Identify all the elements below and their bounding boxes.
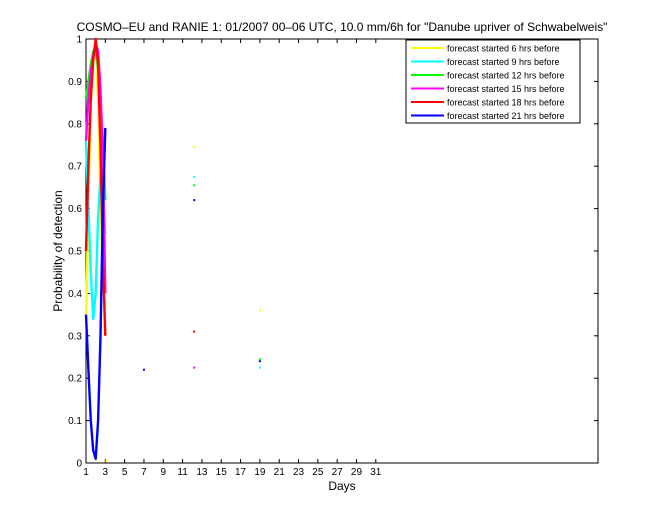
x-tick-label: 21 xyxy=(274,467,286,478)
legend-entry-label: forecast started 21 hrs before xyxy=(447,111,565,121)
x-tick-label: 11 xyxy=(177,467,188,478)
y-tick-label: 0.7 xyxy=(68,162,82,173)
data-point xyxy=(258,366,261,369)
data-point xyxy=(142,368,145,371)
data-point xyxy=(193,146,196,149)
data-point xyxy=(258,309,261,312)
ticks: 1 3 5 7 9 11 13 15 17 19 21 23 25 27 29 3100.10.20.30.4… xyxy=(68,35,598,478)
y-tick-label: 0.8 xyxy=(68,119,82,130)
y-tick-label: 0.4 xyxy=(68,289,82,300)
series-line xyxy=(84,127,107,460)
data-point xyxy=(193,366,196,369)
data-point xyxy=(258,358,261,361)
x-tick-label: 23 xyxy=(293,467,305,478)
x-tick-label: 5 xyxy=(122,467,128,478)
x-tick-label: 9 xyxy=(161,467,167,478)
legend-entry-label: forecast started 18 hrs before xyxy=(447,98,565,108)
series-layer xyxy=(84,37,261,462)
legend-entry-label: forecast started 6 hrs before xyxy=(447,44,560,54)
data-point xyxy=(105,459,108,462)
x-tick-label: 31 xyxy=(370,467,382,478)
y-tick-label: 0.1 xyxy=(68,416,82,427)
x-tick-label: 27 xyxy=(332,467,344,478)
x-tick-label: 25 xyxy=(312,467,324,478)
x-tick-label: 17 xyxy=(235,467,247,478)
legend-entry-label: forecast started 9 hrs before xyxy=(447,57,560,67)
x-tick-label: 19 xyxy=(254,467,266,478)
y-tick-label: 0.3 xyxy=(68,331,82,342)
data-point xyxy=(193,199,196,202)
legend: forecast started 6 hrs before forecast st… xyxy=(405,39,581,124)
chart-title: COSMO–EU and RANIE 1: 01/2007 00–06 UTC,… xyxy=(77,20,608,34)
data-point xyxy=(258,360,261,363)
y-tick-label: 0.6 xyxy=(68,204,82,215)
y-tick-label: 0.2 xyxy=(68,374,82,385)
x-tick-label: 1 xyxy=(83,467,89,478)
data-point xyxy=(193,184,196,187)
x-tick-label: 15 xyxy=(216,467,228,478)
data-point xyxy=(193,330,196,333)
x-tick-label: 7 xyxy=(141,467,147,478)
y-tick-label: 1 xyxy=(76,35,82,46)
x-tick-label: 29 xyxy=(351,467,363,478)
legend-entry-label: forecast started 12 hrs before xyxy=(447,71,565,81)
y-tick-label: 0.9 xyxy=(68,77,82,88)
y-axis-label: Probability of detection xyxy=(51,190,65,311)
data-point xyxy=(193,175,196,178)
x-tick-label: 13 xyxy=(196,467,208,478)
legend-box xyxy=(405,39,581,124)
y-tick-label: 0.5 xyxy=(68,247,82,258)
legend-entry-label: forecast started 15 hrs before xyxy=(447,84,565,94)
x-axis-label: Days xyxy=(328,479,355,493)
y-tick-label: 0 xyxy=(76,459,82,470)
x-tick-label: 3 xyxy=(103,467,109,478)
